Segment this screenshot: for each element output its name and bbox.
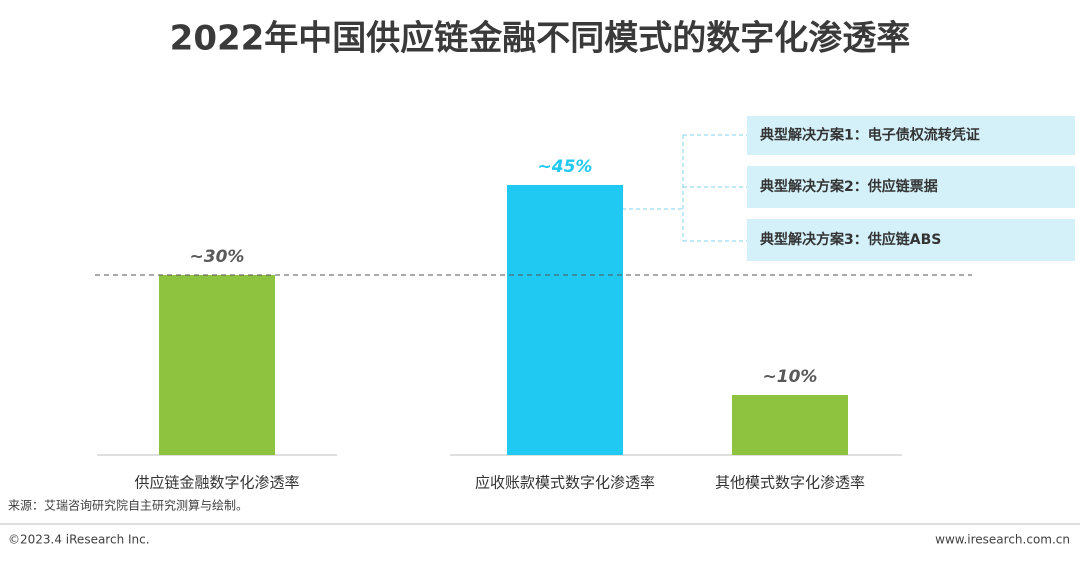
copyright: ©2023.4 iResearch Inc. [8,533,150,547]
bar [732,395,848,455]
annotation-box [747,166,1075,208]
bar [507,185,623,455]
annotation: 典型解决方案1：电子债权流转凭证 [760,127,980,144]
value-label: ~10% [763,367,818,387]
x-tick-label: 应收账款模式数字化渗透率 [475,474,655,492]
source-note: 来源：艾瑞咨询研究院自主研究测算与绘制。 [8,498,248,513]
bar [159,275,275,455]
connector [622,134,747,242]
x-tick-label: 供应链金融数字化渗透率 [134,474,299,492]
chart-title: 2022年中国供应链金融不同模式的数字化渗透率 [170,19,911,59]
x-tick-label: 其他模式数字化渗透率 [715,474,865,492]
annotation: 典型解决方案3：供应链ABS [760,231,941,248]
value-label: ~30% [190,247,245,267]
annotation-box [747,219,1075,261]
annotation-box [747,116,1075,155]
annotation: 典型解决方案2：供应链票据 [760,178,938,195]
value-label: ~45% [538,157,593,177]
website: www.iresearch.com.cn [935,533,1070,547]
